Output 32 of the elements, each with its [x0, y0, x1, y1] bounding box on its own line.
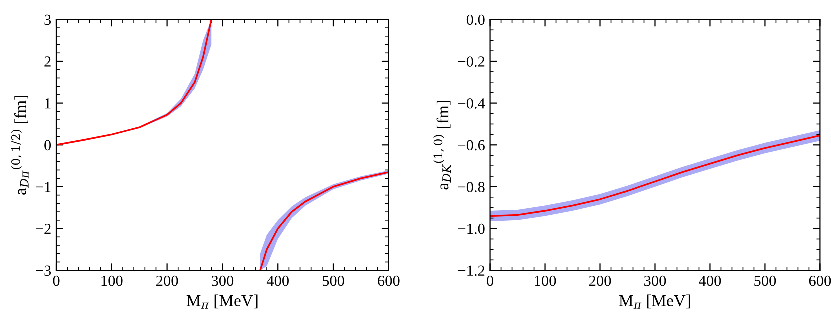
x-tick-label: 200: [589, 276, 612, 286]
x-tick-label: 0: [487, 276, 494, 286]
y-tick-label: −1.2: [458, 266, 485, 276]
y-tick-label: 1: [45, 98, 51, 109]
x-tick-label: 100: [102, 276, 123, 286]
x-tick-label: 100: [535, 276, 556, 286]
x-tick-label: 300: [212, 276, 234, 286]
y-tick-label: −0.2: [458, 56, 485, 68]
x-tick-label: 200: [156, 276, 178, 286]
x-axis-title: M$_{π}$ [MeV]: [186, 294, 258, 309]
y-tick-label: 0: [44, 140, 52, 151]
y-tick-label: −0.6: [458, 140, 485, 151]
y-axis-title: a$_{Dπ}$$^{(0,1/2)}$ [fm]: [11, 96, 29, 195]
x-tick-label: 500: [322, 276, 344, 286]
y-tick-label: −0.8: [458, 182, 485, 192]
x-tick-label: 300: [644, 276, 666, 286]
y-tick-label: 0.0: [466, 14, 485, 26]
y-tick-label: 3: [44, 14, 52, 26]
y-tick-label: −3: [36, 266, 52, 276]
y-tick-label: −0.4: [458, 98, 486, 109]
x-axis-title: M$_{π}$ [MeV]: [619, 294, 690, 309]
x-tick-label: 0: [53, 276, 60, 286]
x-tick-label: 600: [809, 276, 831, 286]
y-tick-label: −1.0: [458, 224, 485, 234]
x-tick-label: 400: [699, 276, 722, 286]
y-tick-label: 2: [44, 56, 51, 67]
x-tick-label: 600: [378, 276, 400, 286]
y-axis-title: a$_{DK}$$^{(1,0)}$ [fm]: [434, 101, 452, 190]
y-tick-label: −1: [36, 182, 51, 192]
y-tick-label: −2: [36, 224, 51, 234]
x-tick-label: 500: [754, 276, 776, 286]
x-tick-label: 400: [266, 276, 289, 286]
